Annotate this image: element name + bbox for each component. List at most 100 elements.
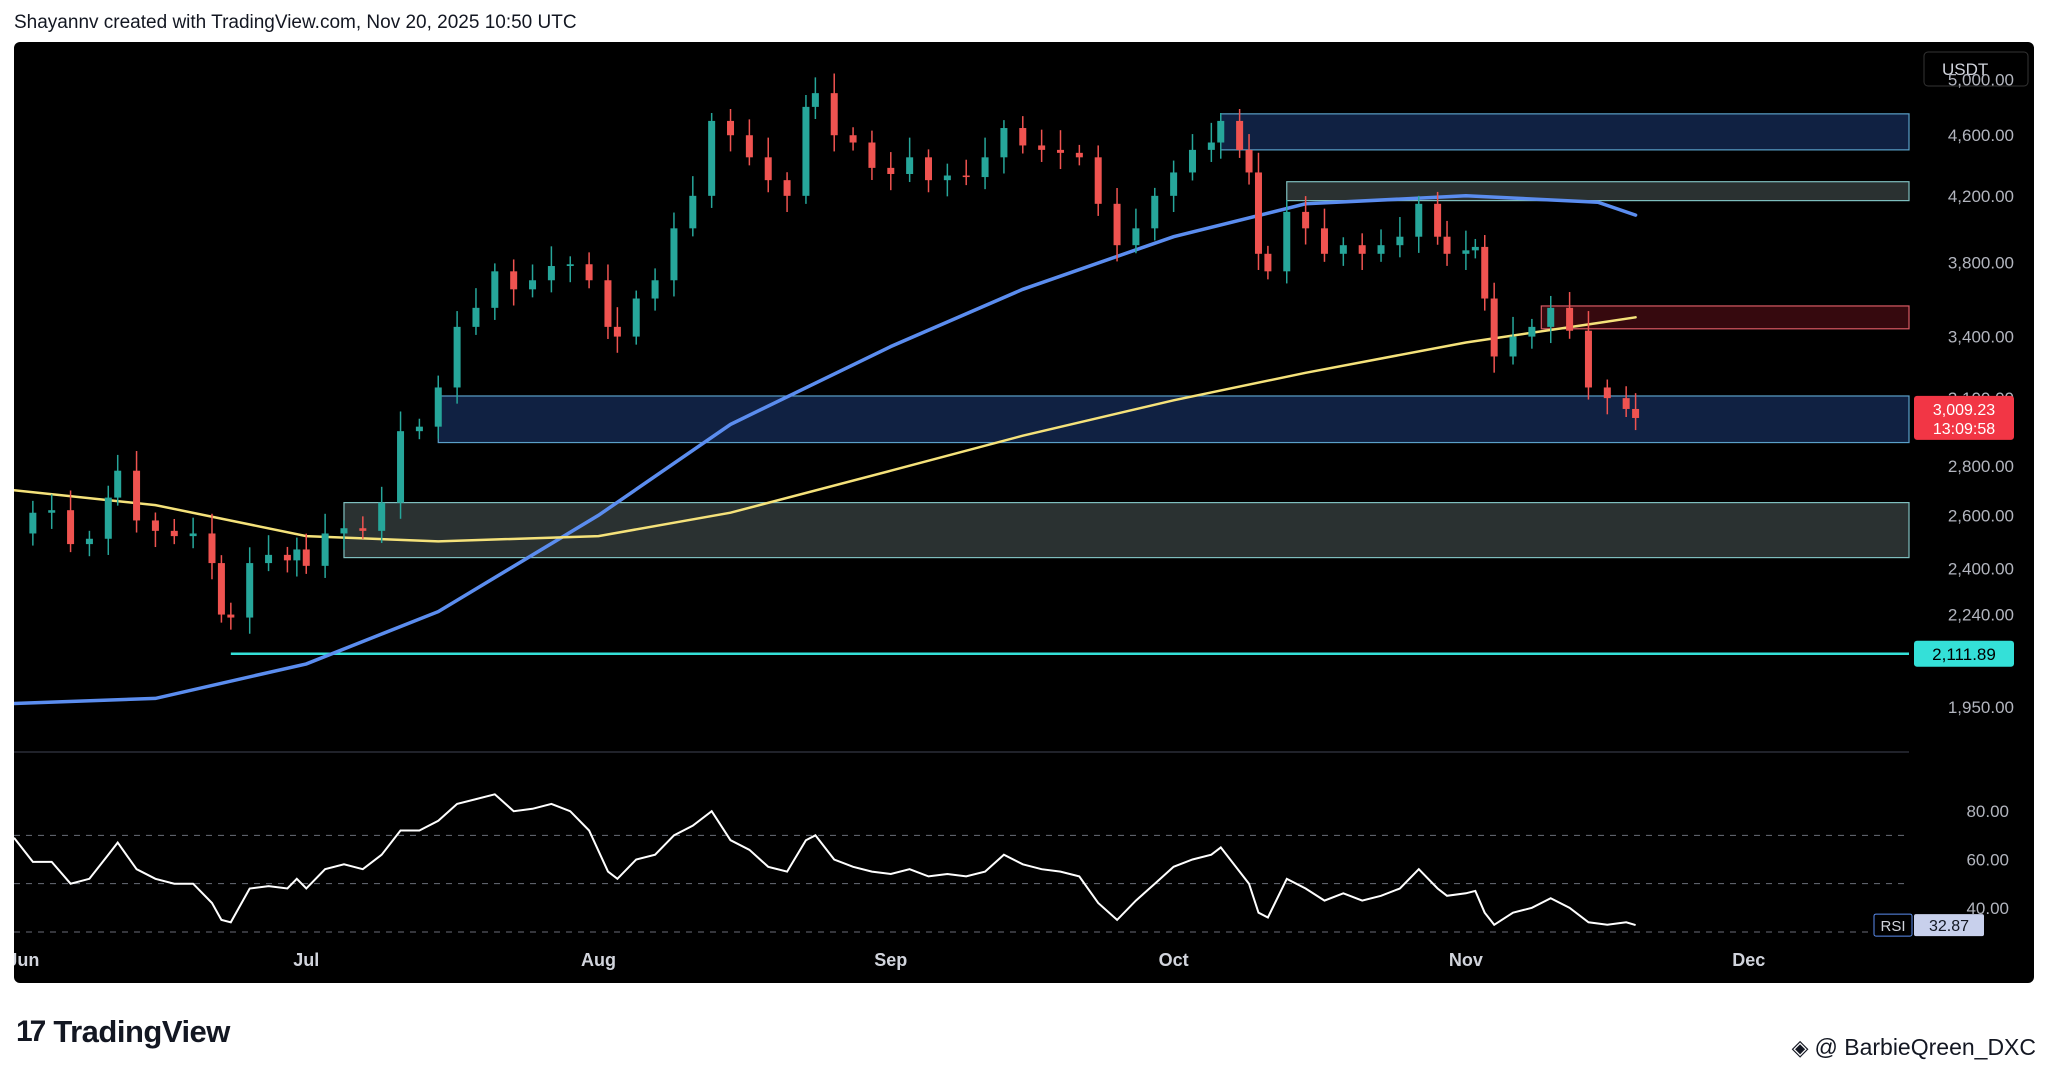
candle-body (1443, 236, 1451, 254)
candle-body (830, 93, 838, 136)
watermark-text: @ BarbieQreen_DXC (1814, 1034, 2037, 1060)
candle-body (727, 120, 735, 136)
x-month-label: Sep (874, 950, 907, 970)
candle-body (1632, 408, 1640, 418)
candle-body (217, 563, 225, 615)
current-price-label: 3,009.23 (1933, 402, 1995, 419)
y-tick-label: 3,800.00 (1948, 254, 2014, 273)
candle-body (1547, 307, 1555, 327)
candle-body (114, 470, 122, 498)
candle-body (868, 142, 876, 168)
candle-body (67, 510, 75, 545)
candle-body (1038, 145, 1046, 150)
candle-body (547, 266, 555, 281)
candle-body (1462, 250, 1470, 254)
candle-body (1481, 246, 1489, 299)
moving-average-blue (14, 194, 1638, 706)
candle-body (802, 106, 810, 196)
y-tick-label: 2,400.00 (1948, 560, 2014, 579)
candle-body (1132, 228, 1140, 246)
y-tick-label: 4,600.00 (1948, 126, 2014, 145)
candle-body (783, 180, 791, 196)
candle-body (29, 512, 37, 534)
candle-body (1094, 157, 1102, 204)
zone-blue-0 (1220, 113, 1910, 151)
candle-body (415, 426, 423, 432)
candle-body (1000, 128, 1008, 158)
candle-body (1245, 149, 1253, 173)
candle-body (1075, 152, 1083, 158)
candle-body (1056, 149, 1064, 153)
candle-body (302, 549, 310, 566)
x-month-label: Dec (1732, 950, 1765, 970)
candle-body (943, 175, 951, 181)
candle-body (887, 167, 895, 174)
rsi-value-label: 32.87 (1929, 918, 1969, 935)
binance-diamond-icon: ◈ (1791, 1034, 1809, 1060)
chart-attribution: Shayannv created with TradingView.com, N… (14, 12, 577, 33)
y-tick-label: 1,950.00 (1948, 698, 2014, 717)
currency-label: USDT (1942, 60, 1988, 79)
candle-body (246, 563, 254, 618)
candle-body (745, 135, 753, 158)
currency-selector[interactable] (1923, 51, 2029, 87)
candle-body (510, 271, 518, 290)
zone-gray-1 (1286, 181, 1910, 202)
candle-countdown-label: 13:09:58 (1933, 421, 1995, 438)
candle-body (585, 264, 593, 281)
candle-body (1434, 203, 1442, 237)
candle-body (604, 280, 612, 327)
candle-body (1236, 120, 1244, 150)
candle-body (906, 157, 914, 174)
candle-body (651, 280, 659, 299)
candle-body (227, 614, 235, 618)
candle-body (1396, 236, 1404, 246)
candle-body (849, 135, 857, 143)
candle-body (1471, 246, 1479, 251)
tradingview-logo-icon: 17 (16, 1015, 46, 1048)
x-month-label: Jul (293, 950, 319, 970)
rsi-value-badge (1914, 914, 1984, 937)
rsi-line (14, 793, 1636, 927)
candle-body (1415, 203, 1423, 237)
tradingview-logo[interactable]: 17 TradingView (16, 1014, 230, 1050)
candle-body (1358, 245, 1366, 254)
candle-body (378, 502, 386, 531)
candle-body (1490, 298, 1498, 357)
zone-gray-4 (343, 502, 1910, 559)
candle-body (566, 264, 574, 267)
zone-red-2 (1540, 305, 1910, 330)
candle-body (1584, 330, 1592, 388)
y-tick-label: 3,400.00 (1948, 328, 2014, 347)
support-price-badge (1914, 640, 2014, 667)
current-price-badge (1914, 395, 2014, 440)
y-tick-label: 5,000.00 (1948, 71, 2014, 90)
candle-body (1151, 195, 1159, 229)
candle-body (151, 520, 159, 531)
candle-body (1339, 245, 1347, 254)
candle-body (1528, 326, 1536, 337)
candle-body (1509, 336, 1517, 357)
rsi-tick-label: 80.00 (1966, 802, 2009, 821)
tradingview-wordmark: TradingView (53, 1014, 230, 1049)
candle-body (472, 307, 480, 327)
y-tick-label: 4,200.00 (1948, 187, 2014, 206)
chart-panel[interactable]: USDT 5,000.00 4,600.00 4,200.00 3,800.00 3,40… (14, 42, 2034, 983)
x-month-label: Jun (14, 950, 39, 970)
candle-body (1566, 307, 1574, 331)
candle-body (1283, 211, 1291, 272)
candle-body (321, 533, 329, 566)
x-month-label: Oct (1159, 950, 1189, 970)
candle-body (133, 470, 141, 521)
candle-body (170, 530, 178, 537)
candle-body (1254, 172, 1262, 254)
candle-body (670, 228, 678, 281)
candle-body (453, 326, 461, 388)
y-tick-label: 2,240.00 (1948, 606, 2014, 625)
candle-body (340, 528, 348, 534)
candle-body (981, 157, 989, 178)
x-month-label: Aug (581, 950, 616, 970)
candle-body (1320, 228, 1328, 254)
candle-body (632, 298, 640, 337)
